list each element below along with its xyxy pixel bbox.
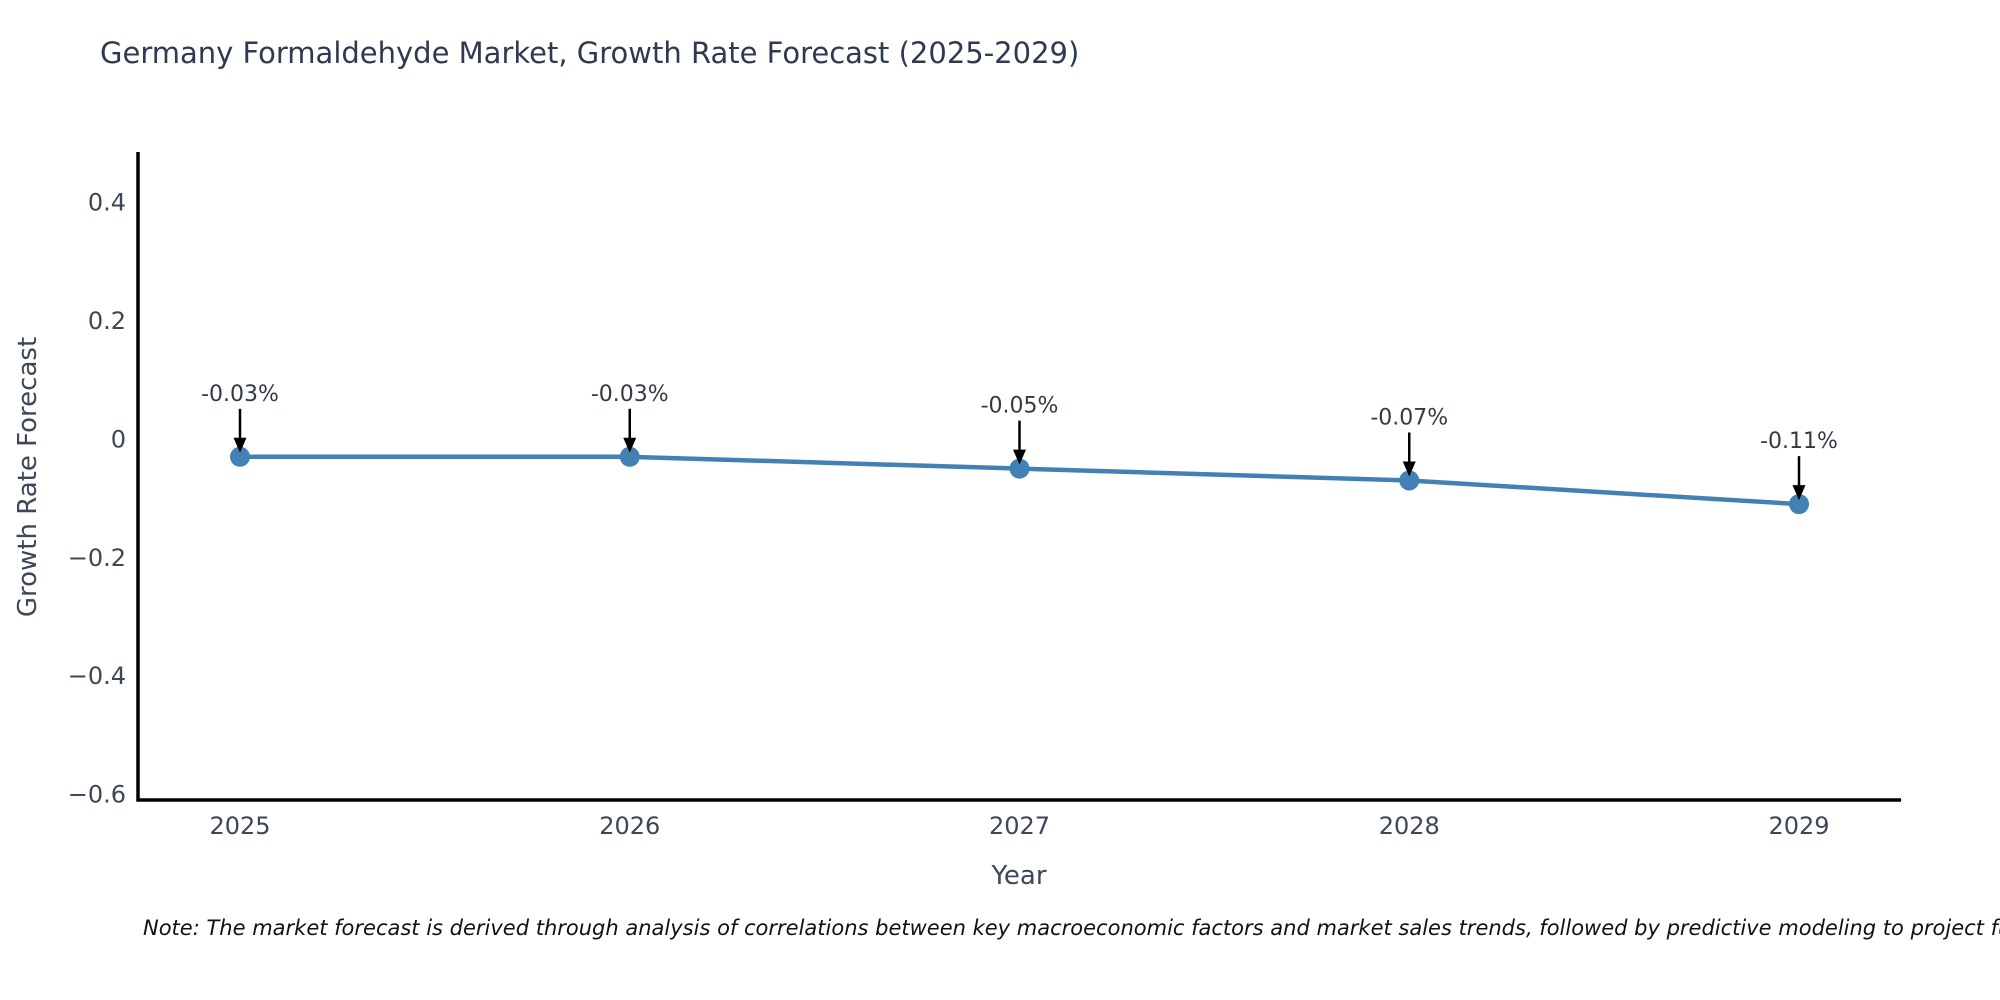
data-point-2026: [619, 446, 640, 467]
x-tick-label-2025: 2025: [209, 812, 270, 840]
data-point-2025: [230, 446, 250, 467]
annotation-label-2028: -0.07%: [1370, 405, 1448, 430]
annotation-arrowhead-2027: [1013, 449, 1026, 465]
x-tick-label-2026: 2026: [599, 812, 660, 840]
annotation-arrowhead-2026: [623, 437, 637, 453]
y-tick-label-−0.2: −0.2: [68, 544, 126, 572]
data-point-2027: [1009, 458, 1030, 479]
y-tick-label-0.2: 0.2: [88, 307, 126, 335]
x-tick-label-2027: 2027: [989, 812, 1050, 840]
annotation-arrowhead-2028: [1402, 461, 1416, 477]
annotation-label-2025: -0.03%: [201, 382, 279, 407]
chart-title: Germany Formaldehyde Market, Growth Rate…: [100, 36, 1080, 70]
y-tick-label-−0.4: −0.4: [68, 662, 126, 690]
data-point-2029: [1789, 494, 1809, 515]
y-tick-label-−0.6: −0.6: [68, 780, 126, 808]
x-tick-label-2029: 2029: [1768, 812, 1829, 840]
annotation-label-2026: -0.03%: [591, 382, 669, 407]
x-axis-title: Year: [991, 861, 1047, 891]
annotation-label-2027: -0.05%: [981, 394, 1059, 419]
x-tick-label-2028: 2028: [1379, 812, 1440, 840]
y-tick-label-0: 0: [111, 425, 126, 453]
footnote: Note: The market forecast is derived thr…: [143, 916, 2000, 940]
y-tick-label-0.4: 0.4: [88, 189, 126, 217]
annotation-arrowhead-2029: [1792, 485, 1806, 501]
annotation-label-2029: -0.11%: [1760, 429, 1838, 454]
data-point-2028: [1399, 470, 1420, 491]
axis-lines: [136, 152, 1901, 802]
annotation-arrowhead-2025: [233, 437, 247, 453]
